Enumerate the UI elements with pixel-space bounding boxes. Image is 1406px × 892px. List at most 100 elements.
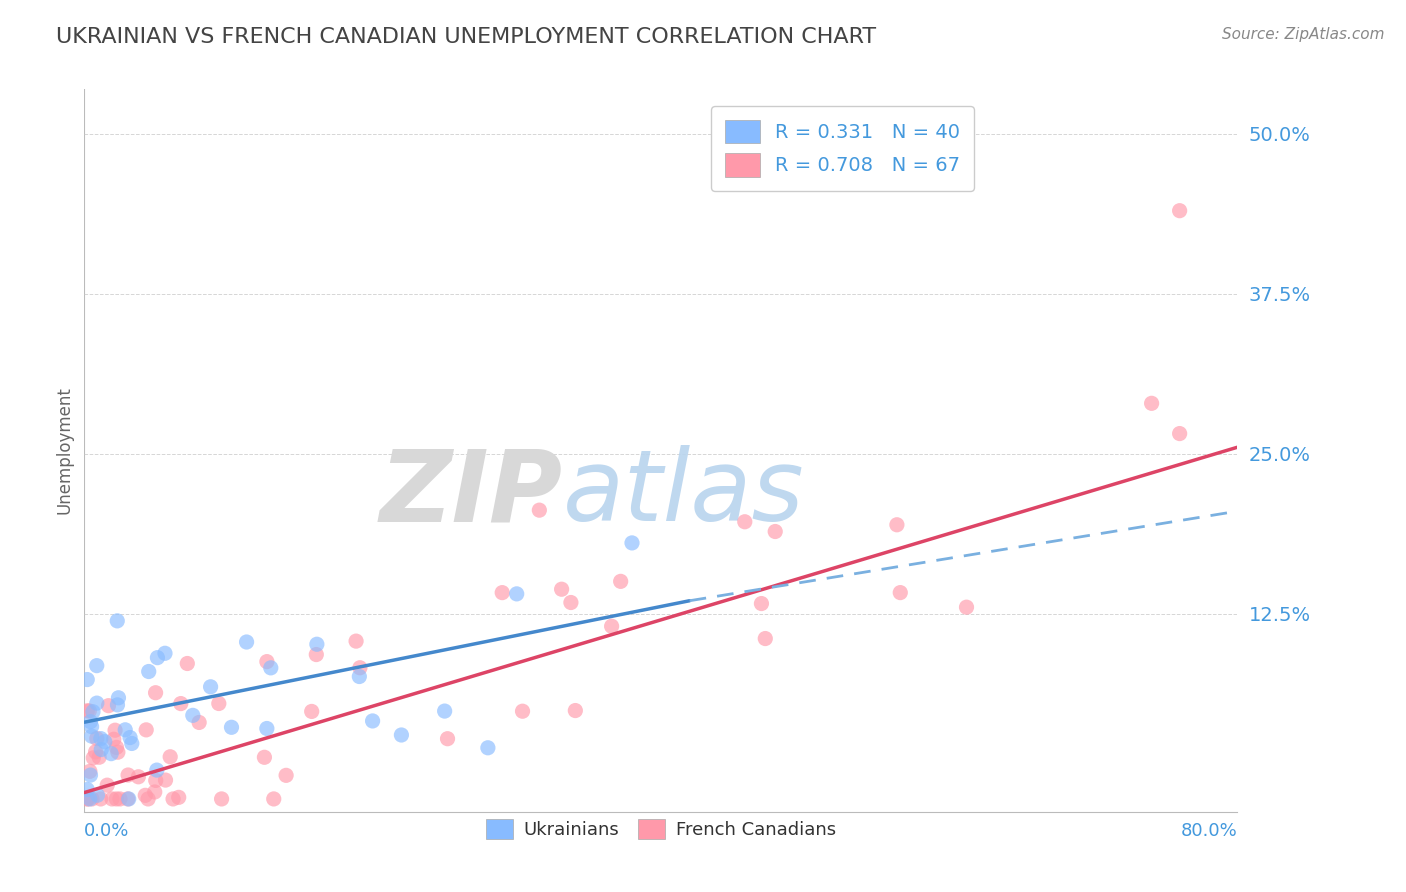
Point — [86, 658, 108, 673]
Point — [221, 720, 243, 734]
Point — [104, 723, 127, 738]
Point — [886, 517, 908, 532]
Text: ZIP: ZIP — [380, 445, 562, 542]
Point — [188, 715, 211, 730]
Point — [146, 763, 169, 777]
Text: UKRAINIAN VS FRENCH CANADIAN UNEMPLOYMENT CORRELATION CHART: UKRAINIAN VS FRENCH CANADIAN UNEMPLOYMEN… — [56, 27, 876, 46]
Point — [146, 650, 169, 665]
Point — [349, 661, 371, 675]
Point — [305, 637, 328, 651]
Point — [436, 731, 458, 746]
Point — [162, 792, 184, 806]
Point — [121, 736, 143, 750]
Point — [100, 747, 122, 761]
Point — [274, 768, 297, 782]
Point — [79, 704, 101, 718]
Point — [96, 778, 118, 792]
Point — [751, 597, 773, 611]
Point — [145, 686, 167, 700]
Point — [135, 723, 157, 737]
Legend: Ukrainians, French Canadians: Ukrainians, French Canadians — [478, 812, 844, 846]
Point — [349, 669, 371, 683]
Point — [176, 657, 198, 671]
Y-axis label: Unemployment: Unemployment — [55, 386, 73, 515]
Point — [107, 698, 129, 712]
Point — [114, 723, 136, 737]
Point — [86, 696, 108, 710]
Point — [1168, 203, 1191, 218]
Point — [90, 742, 112, 756]
Point — [84, 745, 107, 759]
Point — [117, 768, 139, 782]
Point — [136, 792, 159, 806]
Point — [76, 704, 98, 718]
Point — [889, 585, 911, 599]
Point — [529, 503, 551, 517]
Point — [127, 770, 149, 784]
Point — [208, 697, 231, 711]
Point — [754, 632, 776, 646]
Point — [143, 785, 166, 799]
Point — [80, 792, 103, 806]
Point — [82, 705, 104, 719]
Point — [79, 714, 101, 729]
Point — [344, 634, 367, 648]
Point — [153, 646, 176, 660]
Point — [105, 614, 128, 628]
Point — [89, 750, 111, 764]
Point — [80, 720, 103, 734]
Point — [105, 792, 128, 806]
Text: Source: ZipAtlas.com: Source: ZipAtlas.com — [1222, 27, 1385, 42]
Point — [305, 648, 328, 662]
Point — [200, 680, 222, 694]
Point — [93, 734, 115, 748]
Point — [477, 740, 499, 755]
Point — [103, 732, 125, 747]
Point — [138, 665, 160, 679]
Point — [1140, 396, 1163, 410]
Text: 80.0%: 80.0% — [1181, 822, 1237, 840]
Point — [79, 768, 101, 782]
Point — [76, 673, 98, 687]
Point — [301, 705, 323, 719]
Point — [256, 722, 278, 736]
Point — [97, 698, 120, 713]
Point — [391, 728, 413, 742]
Point — [108, 792, 131, 806]
Text: 0.0%: 0.0% — [84, 822, 129, 840]
Point — [79, 764, 101, 779]
Point — [86, 788, 108, 802]
Point — [86, 731, 108, 746]
Point — [118, 792, 141, 806]
Point — [80, 729, 103, 743]
Point — [90, 731, 112, 746]
Point — [134, 789, 156, 803]
Point — [211, 792, 233, 806]
Point — [955, 600, 977, 615]
Point — [159, 749, 181, 764]
Point — [621, 536, 644, 550]
Point — [90, 792, 112, 806]
Point — [263, 792, 285, 806]
Point — [155, 773, 177, 788]
Point — [235, 635, 257, 649]
Point — [433, 704, 456, 718]
Point — [763, 524, 786, 539]
Point — [564, 704, 586, 718]
Point — [600, 619, 623, 633]
Point — [256, 655, 278, 669]
Point — [101, 792, 124, 806]
Point — [609, 574, 631, 589]
Point — [170, 697, 193, 711]
Point — [76, 792, 98, 806]
Point — [1168, 426, 1191, 441]
Point — [107, 690, 129, 705]
Point — [76, 792, 98, 806]
Point — [120, 731, 142, 745]
Point — [76, 782, 98, 797]
Point — [79, 792, 101, 806]
Point — [361, 714, 384, 728]
Point — [167, 790, 190, 805]
Point — [117, 792, 139, 806]
Point — [260, 661, 283, 675]
